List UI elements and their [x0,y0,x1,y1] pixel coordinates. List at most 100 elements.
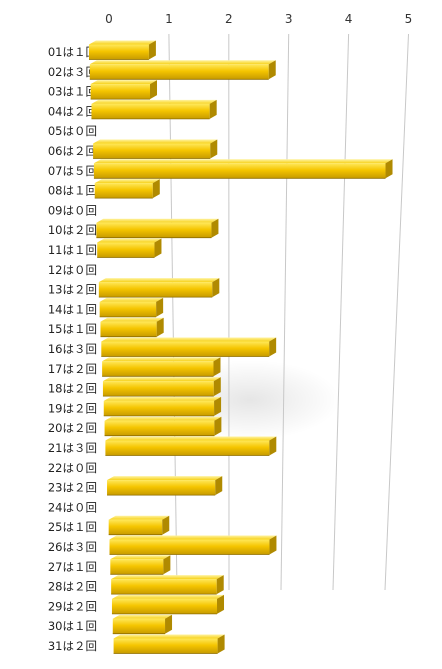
bar-top-face [101,337,277,342]
bar [99,297,164,318]
bar-side-face [269,535,277,555]
bar [101,337,277,357]
category-label: 12は０回 [48,263,97,277]
bar [110,555,171,575]
bar-top-face [93,139,218,144]
bar-side-face [215,476,223,496]
bar-front-face [90,84,151,100]
bar-side-face [162,515,170,535]
bar-front-face [97,242,155,258]
bar [102,377,221,397]
bar-top-face [103,396,222,401]
x-tick-label: 5 [405,12,413,26]
bar [103,396,222,417]
category-label: 03は１回 [48,85,97,99]
bar [94,179,160,199]
bar-top-face [105,436,277,441]
category-label: 25は１回 [48,520,97,534]
bar-side-face [165,614,173,634]
bar [98,278,220,298]
bar [93,159,393,179]
bar-top-face [102,377,221,382]
bar-front-face [89,44,149,60]
bar-top-face [93,159,393,164]
category-label: 18は２回 [48,382,97,396]
category-label: 20は２回 [48,421,97,435]
bar-side-face [217,634,225,654]
bar-side-face [209,99,217,119]
bar [102,357,221,377]
bar-side-face [148,40,156,60]
bar-front-face [91,103,210,119]
bar [90,80,158,100]
bar-side-face [213,377,221,397]
bar-top-face [89,60,276,65]
bar-front-face [109,539,270,555]
x-tick-label: 1 [165,12,173,26]
gridline-5 [384,33,409,591]
bar [111,575,224,595]
bar-side-face [156,297,164,317]
bar-front-face [112,618,166,634]
bar-top-face [90,80,158,85]
category-label: 29は２回 [48,599,97,613]
bar-side-face [156,317,164,337]
bar-side-face [216,575,224,595]
bar-front-face [108,519,163,535]
x-tick-label: 3 [285,12,293,26]
category-label: 21は３回 [48,441,97,455]
category-label: 07は５回 [48,164,97,178]
bar-side-face [214,416,222,436]
bar [104,416,222,437]
bar-top-face [91,99,217,104]
category-label: 09は０回 [48,203,97,217]
bar-side-face [268,60,276,80]
bar [109,535,277,555]
bar-side-face [269,337,277,357]
bar-front-face [99,301,157,317]
x-tick-label: 0 [105,12,113,26]
bar-front-face [104,420,215,436]
category-label: 10は２回 [48,223,97,237]
bar-top-face [94,179,160,184]
bar-top-face [107,476,223,481]
bar-top-face [112,614,173,619]
bar-front-face [103,400,215,416]
bar-top-face [96,218,219,223]
category-label: 24は０回 [48,500,97,514]
bar-top-face [111,594,225,599]
bar-front-face [100,321,157,337]
bar-top-face [110,555,171,560]
bar-front-face [94,183,153,199]
bar-side-face [213,357,221,377]
bar-side-face [152,179,160,199]
bar [111,594,225,615]
bar-top-face [108,515,170,520]
bar-front-face [101,341,270,357]
category-label: 08は１回 [48,184,97,198]
category-label: 22は０回 [48,461,97,475]
bar-front-face [89,64,269,80]
category-label: 19は２回 [48,401,97,415]
bar-side-face [214,396,222,416]
bar-top-face [97,238,162,243]
bar-front-face [113,638,218,654]
bar [112,614,173,635]
bar-side-face [212,278,220,298]
bar-top-face [111,575,224,580]
bar-front-face [107,480,216,496]
bar-front-face [110,559,164,575]
category-label: 02は３回 [48,65,97,79]
bar [89,60,276,80]
category-label: 27は１回 [48,560,97,574]
category-label: 13は２回 [48,283,97,297]
bar [89,40,156,60]
category-label: 05は０回 [48,124,97,138]
category-label: 23は２回 [48,481,97,495]
bar-front-face [102,381,214,397]
bar-top-face [100,317,164,322]
bars [89,40,393,654]
gridline-3 [280,33,290,591]
category-label: 04は２回 [48,104,97,118]
